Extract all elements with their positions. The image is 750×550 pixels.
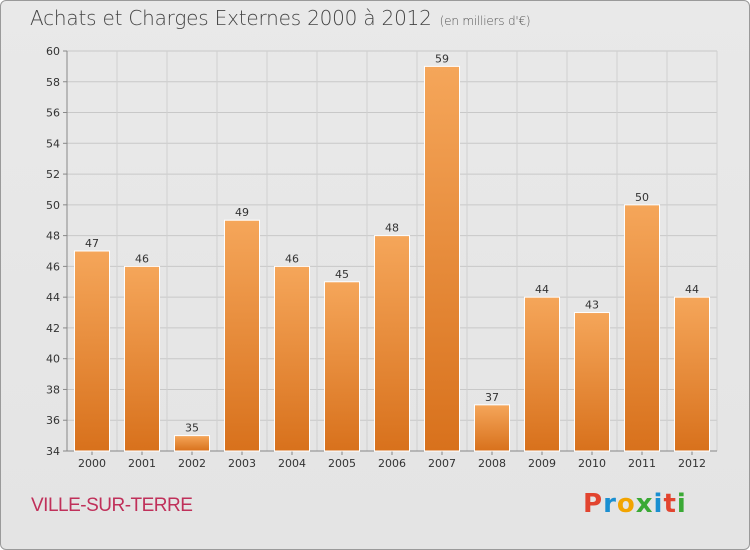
data-label: 37 bbox=[485, 391, 499, 404]
y-tick-label: 56 bbox=[46, 107, 60, 120]
y-tick-label: 48 bbox=[46, 230, 60, 243]
y-tick-label: 34 bbox=[46, 445, 60, 458]
y-tick-label: 60 bbox=[46, 45, 60, 58]
y-tick-label: 52 bbox=[46, 168, 60, 181]
bar bbox=[624, 204, 660, 452]
chart-title: Achats et Charges Externes 2000 à 2012 (e… bbox=[30, 6, 531, 30]
bar bbox=[274, 265, 310, 452]
data-label: 46 bbox=[135, 252, 149, 265]
y-tick-label: 58 bbox=[46, 76, 60, 89]
logo-letter: i bbox=[676, 489, 687, 519]
bar bbox=[324, 281, 360, 452]
y-tick-label: 42 bbox=[46, 322, 60, 335]
data-label: 47 bbox=[85, 237, 99, 250]
logo-letter: P bbox=[583, 489, 604, 519]
logo-letter: t bbox=[663, 489, 677, 519]
y-tick-label: 36 bbox=[46, 414, 60, 427]
data-label: 49 bbox=[235, 206, 249, 219]
x-tick-label: 2008 bbox=[478, 457, 506, 470]
x-tick-label: 2003 bbox=[228, 457, 256, 470]
bar bbox=[674, 296, 710, 452]
x-tick-label: 2001 bbox=[128, 457, 156, 470]
x-tick-label: 2005 bbox=[328, 457, 356, 470]
bar bbox=[424, 65, 460, 452]
y-tick-label: 46 bbox=[46, 260, 60, 273]
data-label: 44 bbox=[535, 283, 549, 296]
bar bbox=[124, 265, 160, 452]
y-tick-label: 44 bbox=[46, 291, 60, 304]
x-tick-label: 2012 bbox=[678, 457, 706, 470]
x-tick-label: 2002 bbox=[178, 457, 206, 470]
data-label: 50 bbox=[635, 191, 649, 204]
data-label: 46 bbox=[285, 252, 299, 265]
x-tick-label: 2004 bbox=[278, 457, 306, 470]
proxiti-logo: Proxiti bbox=[583, 489, 687, 519]
y-tick-label: 50 bbox=[46, 199, 60, 212]
bars bbox=[74, 65, 710, 452]
y-tick-label: 54 bbox=[46, 137, 60, 150]
bar bbox=[74, 250, 110, 452]
data-labels: 47 46 35 49 46 45 48 59 37 44 43 50 44 bbox=[85, 52, 699, 434]
logo-letter: x bbox=[635, 489, 654, 519]
x-tick-label: 2010 bbox=[578, 457, 606, 470]
data-label: 59 bbox=[435, 52, 449, 65]
tick-labels: 34 36 38 40 42 44 46 48 50 52 54 56 58 60 2000 2001 2002… bbox=[46, 45, 706, 470]
x-tick-label: 2006 bbox=[378, 457, 406, 470]
x-tick-label: 2000 bbox=[78, 457, 106, 470]
logo-letter: i bbox=[653, 489, 664, 519]
data-label: 43 bbox=[585, 299, 599, 312]
bar bbox=[524, 296, 560, 452]
logo-letter: r bbox=[603, 489, 617, 519]
bar bbox=[574, 312, 610, 452]
logo-letter: o bbox=[616, 489, 636, 519]
chart-unit: (en milliers d'€) bbox=[439, 14, 531, 28]
data-label: 48 bbox=[385, 222, 399, 235]
bar bbox=[474, 404, 510, 452]
x-tick-label: 2011 bbox=[628, 457, 656, 470]
bar bbox=[374, 235, 410, 452]
data-label: 45 bbox=[335, 268, 349, 281]
y-tick-label: 40 bbox=[46, 353, 60, 366]
data-label: 35 bbox=[185, 422, 199, 435]
y-tick-label: 38 bbox=[46, 383, 60, 396]
x-tick-label: 2007 bbox=[428, 457, 456, 470]
data-label: 44 bbox=[685, 283, 699, 296]
x-tick-label: 2009 bbox=[528, 457, 556, 470]
location-label: VILLE-SUR-TERRE bbox=[31, 495, 193, 516]
bar bbox=[174, 435, 210, 452]
chart-title-text: Achats et Charges Externes 2000 à 2012 bbox=[30, 6, 432, 30]
bar bbox=[224, 219, 260, 452]
